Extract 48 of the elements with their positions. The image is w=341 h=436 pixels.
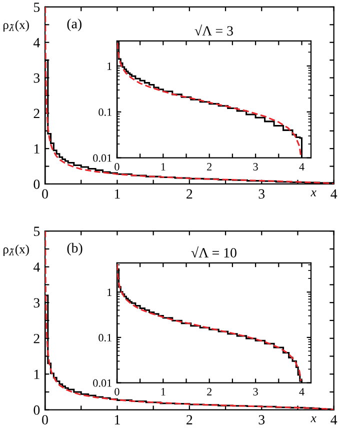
y-tick-label: 2 [34, 334, 40, 344]
chart-title: √Λ = 10 [191, 246, 236, 258]
line-series [45, 6, 334, 184]
y-tick-label: 0.1 [98, 108, 112, 116]
y-tick-label: 0.1 [98, 334, 112, 342]
x-tick-label: 0 [42, 189, 48, 199]
y-axis-title: ρ$_{λ̃}$(x) [4, 244, 29, 256]
x-tick-label: 1 [114, 415, 120, 424]
x-tick-label: 3 [258, 415, 265, 424]
y-tick-label: 5 [34, 2, 40, 12]
x-tick-label: 3 [253, 388, 258, 396]
y-tick-label: 1 [108, 62, 112, 70]
annotation: (b) [67, 242, 82, 256]
x-tick-label: 0 [42, 415, 48, 424]
y-tick-label: 0 [34, 405, 40, 415]
x-tick-label: 1 [161, 388, 166, 396]
x-tick-label: 4 [330, 415, 338, 424]
y-tick-label: 0 [34, 180, 40, 189]
x-tick-label: 3 [258, 189, 265, 199]
annotation: (a) [67, 18, 82, 32]
y-axis-title: ρ$_{λ̃}$(x) [4, 20, 29, 32]
y-tick-label: 0.01 [93, 154, 112, 162]
chart-title: √Λ = 3 [194, 24, 233, 36]
x-tick-label: 0 [114, 388, 120, 396]
x-tick-label: 1 [114, 189, 120, 198]
x-tick-label: 4 [299, 388, 304, 396]
y-tick-label: 4 [33, 38, 40, 48]
y-tick-label: 3 [34, 73, 40, 83]
x-tick-label: 2 [186, 189, 192, 198]
x-tick-label: 2 [186, 415, 192, 424]
x-tick-label: 4 [330, 189, 338, 198]
y-tick-label: 4 [33, 262, 40, 272]
y-tick-label: 1 [34, 370, 40, 379]
x-tick-label: 3 [253, 163, 258, 171]
x-axis-title: x [310, 416, 316, 422]
x-tick-label: 0 [114, 163, 120, 171]
x-tick-label: 1 [161, 163, 166, 170]
x-tick-label: 2 [207, 163, 212, 170]
y-tick-label: 1 [34, 144, 40, 154]
y-tick-label: 3 [34, 298, 40, 308]
y-tick-label: 0.01 [93, 379, 112, 387]
y-tick-label: 5 [34, 226, 40, 236]
y-tick-label: 1 [108, 288, 112, 296]
x-tick-label: 2 [207, 388, 212, 396]
y-tick-label: 2 [34, 108, 40, 118]
x-axis-title: x [310, 190, 316, 196]
x-tick-label: 4 [299, 163, 304, 170]
line-series [45, 231, 334, 410]
